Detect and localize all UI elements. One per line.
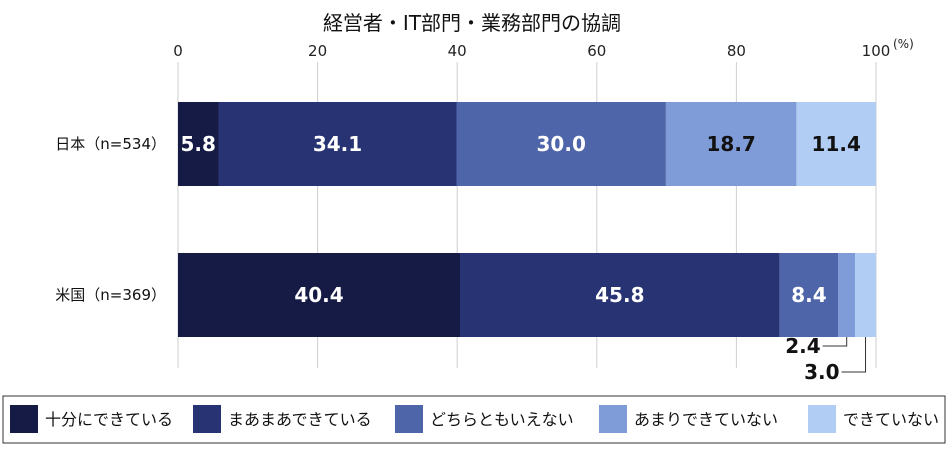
bar-segment xyxy=(178,253,460,337)
legend-swatch xyxy=(808,405,836,433)
category-labels: 日本（n=534） 米国（n=369） xyxy=(55,135,166,304)
legend-label: 十分にできている xyxy=(45,410,173,429)
data-label: 40.4 xyxy=(294,283,343,307)
category-label: 日本（n=534） xyxy=(55,135,166,153)
x-tick-label: 0 xyxy=(173,42,183,60)
bar-segment xyxy=(456,102,666,186)
data-label: 34.1 xyxy=(313,132,362,156)
legend-label: できていない xyxy=(843,410,939,429)
data-label: 45.8 xyxy=(595,283,644,307)
leader-line xyxy=(841,337,867,373)
x-axis-ticks: 0 20 40 60 80 100 xyxy=(173,42,890,60)
leader-line xyxy=(822,337,848,347)
data-label: 8.4 xyxy=(791,283,826,307)
x-tick-label: 40 xyxy=(448,42,467,60)
data-label: 3.0 xyxy=(804,360,839,384)
legend-label: あまりできていない xyxy=(634,410,778,429)
legend: 十分にできている まあまあできている どちらともいえない あまりできていない できていな… xyxy=(2,395,946,444)
bar-segment xyxy=(218,102,457,186)
chart-title: 経営者・IT部門・業務部門の協調 xyxy=(323,11,621,35)
data-label: 18.7 xyxy=(706,132,755,156)
x-tick-label: 60 xyxy=(587,42,606,60)
bar-segment xyxy=(459,253,780,337)
bar-segment xyxy=(855,253,876,337)
legend-swatch xyxy=(395,405,423,433)
legend-swatch xyxy=(193,405,221,433)
data-label: 5.8 xyxy=(181,132,216,156)
x-tick-label: 100 xyxy=(862,42,891,60)
bar-segment xyxy=(796,102,876,186)
bar-segment xyxy=(838,253,856,337)
legend-label: どちらともいえない xyxy=(430,410,574,429)
legend-label: まあまあできている xyxy=(228,410,372,429)
x-tick-label: 20 xyxy=(308,42,327,60)
category-label: 米国（n=369） xyxy=(55,286,166,304)
data-label: 30.0 xyxy=(537,132,586,156)
unit-label: (%) xyxy=(893,37,914,51)
bar-segment xyxy=(779,253,839,337)
data-label: 2.4 xyxy=(785,334,820,358)
data-label: 11.4 xyxy=(812,132,861,156)
legend-box xyxy=(2,395,946,444)
bars: 5.8 34.1 30.0 18.7 11.4 40.4 45.8 8.4 2.43.0 xyxy=(178,102,876,384)
legend-swatch xyxy=(10,405,38,433)
bar-segment xyxy=(178,102,219,186)
bar-segment xyxy=(665,102,797,186)
legend-swatch xyxy=(599,405,627,433)
x-tick-label: 80 xyxy=(727,42,746,60)
